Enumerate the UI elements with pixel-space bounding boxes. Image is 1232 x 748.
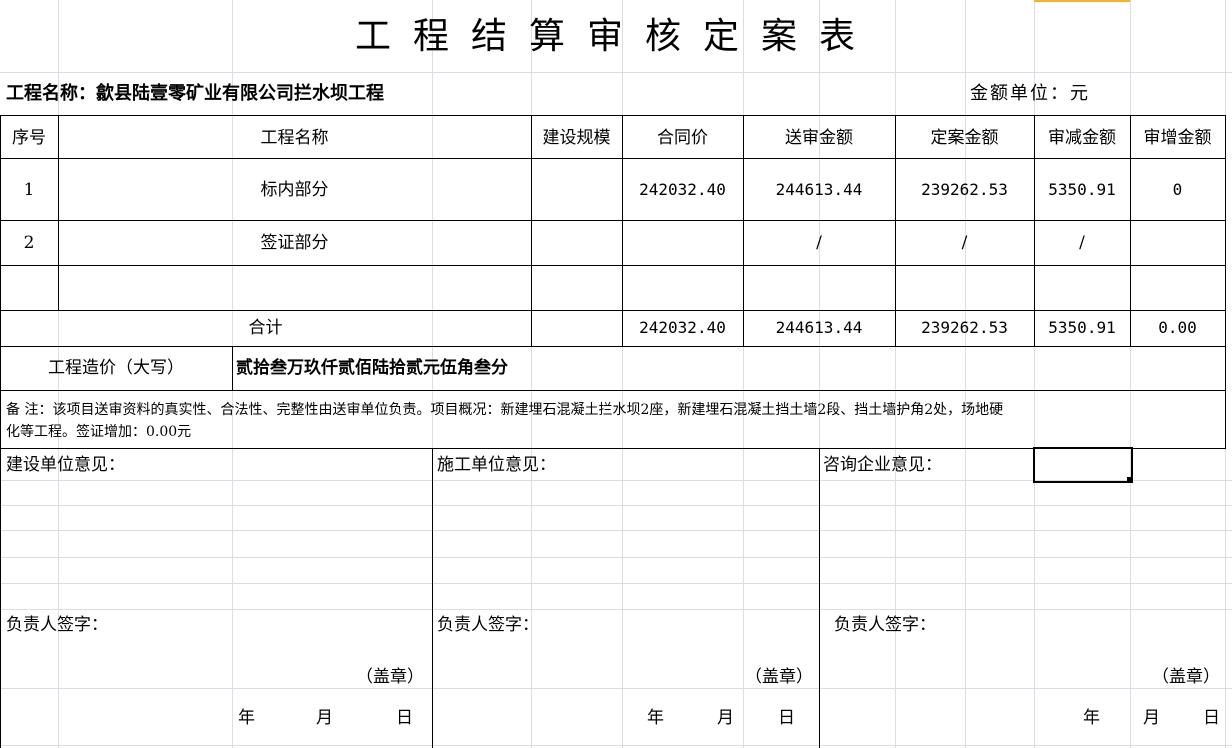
border-line [743, 115, 744, 346]
border-line [0, 220, 1226, 221]
row2-name[interactable]: 签证部分 [260, 233, 329, 253]
gridline [0, 745, 1232, 746]
owner-year[interactable]: 年 [238, 708, 255, 728]
gridline [0, 557, 1232, 558]
header-name[interactable]: 工程名称 [260, 128, 329, 148]
header-increased[interactable]: 审增金额 [1143, 128, 1212, 148]
gridline [432, 0, 433, 748]
contractor-seal[interactable]: （盖章） [745, 667, 813, 687]
consultant-year[interactable]: 年 [1083, 708, 1100, 728]
border-line [819, 448, 820, 748]
note-line-1[interactable]: 备 注：该项目送审资料的真实性、合法性、完整性由送审单位负责。项目概况：新建埋石… [6, 402, 1004, 418]
selected-cell[interactable] [1033, 447, 1133, 483]
border-line [0, 346, 1226, 347]
owner-day[interactable]: 日 [396, 708, 413, 728]
gridline [0, 530, 1232, 531]
gridline [0, 505, 1232, 506]
owner-month[interactable]: 月 [316, 708, 333, 728]
fill-handle[interactable] [1127, 477, 1132, 482]
row1-reduced[interactable]: 5350.91 [1048, 180, 1116, 199]
border-line [0, 448, 1226, 449]
consultant-day[interactable]: 日 [1203, 708, 1220, 728]
gridline [0, 480, 1232, 481]
border-line [58, 115, 59, 310]
capital-label[interactable]: 工程造价（大写） [48, 358, 184, 378]
row2-approved[interactable]: / [961, 233, 968, 253]
contractor-year[interactable]: 年 [647, 708, 664, 728]
row2-reduced[interactable]: / [1079, 233, 1085, 253]
total-contract[interactable]: 242032.40 [639, 318, 726, 337]
border-line [622, 115, 623, 346]
gridline [965, 0, 966, 748]
contractor-month[interactable]: 月 [717, 708, 734, 728]
header-approved[interactable]: 定案金额 [930, 128, 999, 148]
total-approved[interactable]: 239262.53 [921, 318, 1008, 337]
border-line [0, 390, 1226, 391]
unit-label[interactable]: 金额单位：元 [970, 83, 1090, 104]
row2-no[interactable]: 2 [23, 233, 35, 253]
border-line [531, 115, 532, 346]
gridline [0, 72, 1232, 73]
header-no[interactable]: 序号 [12, 128, 46, 148]
row1-name[interactable]: 标内部分 [260, 180, 329, 200]
header-reduced[interactable]: 审减金额 [1048, 128, 1116, 148]
total-reduced[interactable]: 5350.91 [1048, 318, 1116, 337]
row1-no[interactable]: 1 [23, 180, 35, 200]
consultant-opinion-label[interactable]: 咨询企业意见： [823, 455, 942, 475]
row1-increased[interactable]: 0 [1172, 180, 1183, 199]
row1-contract[interactable]: 242032.40 [639, 180, 726, 199]
row1-submitted[interactable]: 244613.44 [775, 180, 863, 199]
gridline [0, 688, 1232, 689]
border-line [895, 115, 896, 346]
row1-approved[interactable]: 239262.53 [921, 180, 1008, 199]
total-submitted[interactable]: 244613.44 [775, 318, 863, 337]
total-increased[interactable]: 0.00 [1158, 318, 1197, 337]
border-line [1225, 115, 1226, 448]
owner-seal[interactable]: （盖章） [356, 667, 424, 687]
header-scale[interactable]: 建设规模 [542, 128, 611, 148]
border-line [0, 158, 1226, 159]
border-line [0, 310, 1226, 311]
gridline [895, 0, 896, 748]
gridline [58, 0, 59, 748]
border-line [1130, 115, 1131, 346]
contractor-sign-label[interactable]: 负责人签字： [437, 615, 539, 635]
gridline [1130, 0, 1131, 748]
gridline [0, 609, 1232, 610]
gridline [1034, 0, 1035, 748]
gridline [0, 583, 1232, 584]
capital-value[interactable]: 贰拾叁万玖仟贰佰陆拾贰元伍角叁分 [236, 358, 508, 378]
border-line [1034, 115, 1035, 346]
project-name[interactable]: 工程名称：歙县陆壹零矿业有限公司拦水坝工程 [6, 83, 384, 104]
header-contract[interactable]: 合同价 [657, 128, 708, 148]
row2-submitted[interactable]: / [816, 233, 822, 253]
border-line [0, 115, 1226, 116]
gridline [743, 0, 744, 748]
column-highlight [1034, 0, 1130, 2]
contractor-opinion-label[interactable]: 施工单位意见： [437, 455, 556, 475]
border-line [0, 115, 1, 748]
contractor-day[interactable]: 日 [778, 708, 795, 728]
gridline [819, 0, 820, 748]
border-line [232, 346, 233, 390]
owner-opinion-label[interactable]: 建设单位意见： [6, 455, 125, 475]
consultant-month[interactable]: 月 [1143, 708, 1160, 728]
owner-sign-label[interactable]: 负责人签字： [6, 615, 108, 635]
sheet-title[interactable]: 工程结算审核定案表 [354, 16, 877, 57]
total-label[interactable]: 合计 [248, 318, 283, 338]
gridline [622, 0, 623, 748]
consultant-seal[interactable]: （盖章） [1152, 667, 1220, 687]
consultant-sign-label[interactable]: 负责人签字： [834, 615, 936, 635]
note-line-2[interactable]: 化等工程。签证增加：0.00元 [6, 424, 192, 440]
header-submitted[interactable]: 送审金额 [785, 128, 853, 148]
border-line [432, 448, 433, 748]
gridline [531, 0, 532, 748]
border-line [0, 265, 1226, 266]
